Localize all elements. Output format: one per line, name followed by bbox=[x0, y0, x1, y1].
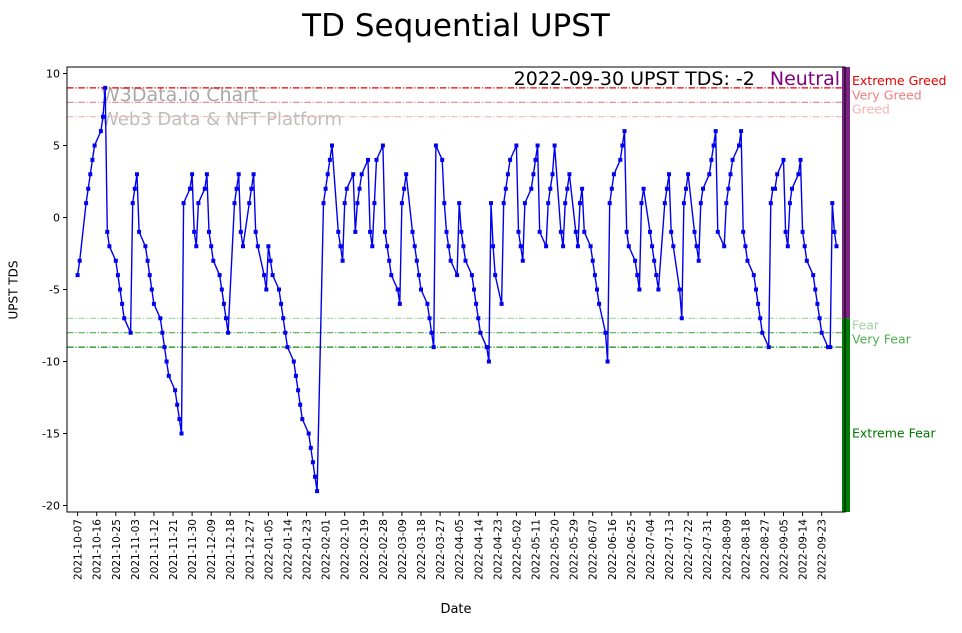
x-tick-label: 2021-11-12 bbox=[149, 519, 161, 580]
x-tick-label: 2022-01-14 bbox=[283, 519, 295, 580]
x-tick-label: 2022-03-18 bbox=[416, 519, 428, 580]
x-tick-label: 2022-01-05 bbox=[263, 519, 275, 580]
x-tick-label: 2022-01-23 bbox=[302, 519, 314, 580]
x-tick-label: 2021-10-25 bbox=[111, 519, 123, 580]
x-tick-label: 2022-03-09 bbox=[397, 519, 409, 580]
x-tick-label: 2022-09-05 bbox=[779, 519, 791, 580]
x-tick-label: 2022-02-28 bbox=[378, 519, 390, 580]
x-tick-label: 2022-05-11 bbox=[531, 519, 543, 580]
watermark-tagline: Web3 Data & NFT Platform bbox=[101, 109, 343, 130]
x-tick-label: 2022-04-23 bbox=[492, 519, 504, 580]
x-tick-label: 2021-11-03 bbox=[130, 519, 142, 580]
x-tick-label: 2021-10-07 bbox=[73, 519, 85, 580]
x-tick-label: 2021-12-27 bbox=[244, 519, 256, 580]
x-tick-label: 2022-07-22 bbox=[683, 519, 695, 580]
plot-border bbox=[66, 66, 846, 513]
x-tick-label: 2021-12-18 bbox=[225, 519, 237, 580]
tds-line bbox=[76, 87, 838, 492]
threshold-label: Extreme Greed bbox=[852, 73, 946, 88]
x-tick-label: 2022-06-25 bbox=[626, 519, 638, 580]
x-tick-label: 2022-07-13 bbox=[664, 519, 676, 580]
y-tick-label: -20 bbox=[42, 500, 60, 513]
y-tick-label: 0 bbox=[53, 212, 60, 225]
x-tick-label: 2022-02-01 bbox=[321, 519, 333, 580]
latest-reading-text: 2022-09-30 UPST TDS: -2 bbox=[513, 68, 755, 90]
sentiment-bar-bottom bbox=[842, 318, 850, 512]
sentiment-status-badge: Neutral bbox=[769, 68, 840, 90]
y-tick-label: -5 bbox=[49, 284, 60, 297]
x-tick-label: 2021-11-30 bbox=[187, 519, 199, 580]
y-tick-label: 5 bbox=[53, 140, 60, 153]
x-tick-label: 2022-08-18 bbox=[740, 519, 752, 580]
x-tick-label: 2022-07-31 bbox=[702, 519, 714, 580]
x-tick-label: 2022-05-29 bbox=[569, 519, 581, 580]
x-axis-label: Date bbox=[440, 602, 472, 617]
y-tick-label: 10 bbox=[46, 68, 60, 81]
x-tick-label: 2022-03-27 bbox=[435, 519, 447, 580]
x-tick-label: 2022-02-19 bbox=[359, 519, 371, 580]
y-tick-label: -15 bbox=[42, 428, 60, 441]
sentiment-bar-top bbox=[842, 67, 850, 319]
x-tick-label: 2022-09-23 bbox=[817, 519, 829, 580]
threshold-label: Fear bbox=[852, 317, 880, 332]
y-tick-label: -10 bbox=[42, 356, 60, 369]
latest-reading: 2022-09-30 UPST TDS: -2 Neutral bbox=[514, 68, 840, 90]
x-tick-label: 2021-12-09 bbox=[206, 519, 218, 580]
extreme-fear-label: Extreme Fear bbox=[852, 426, 936, 441]
x-tick-label: 2022-04-14 bbox=[473, 519, 485, 580]
threshold-label: Greed bbox=[852, 102, 890, 117]
x-tick-label: 2022-08-09 bbox=[721, 519, 733, 580]
x-tick-label: 2022-06-16 bbox=[607, 519, 619, 580]
x-tick-label: 2022-05-20 bbox=[550, 519, 562, 580]
x-tick-label: 2022-02-10 bbox=[340, 519, 352, 580]
chart-title: TD Sequential UPST bbox=[302, 8, 610, 44]
threshold-label: Very Greed bbox=[852, 87, 922, 102]
tds-markers bbox=[75, 85, 839, 494]
x-tick-label: 2022-09-14 bbox=[798, 519, 810, 580]
x-tick-label: 2022-05-02 bbox=[511, 519, 523, 580]
x-tick-label: 2022-07-04 bbox=[645, 519, 657, 580]
watermark-brand: W3Data.io Chart bbox=[101, 84, 259, 106]
x-tick-label: 2021-10-16 bbox=[92, 519, 104, 580]
x-tick-label: 2022-06-07 bbox=[588, 519, 600, 580]
threshold-label: Very Fear bbox=[852, 332, 912, 347]
x-tick-label: 2021-11-21 bbox=[168, 519, 180, 580]
x-tick-label: 2022-08-27 bbox=[759, 519, 771, 580]
x-tick-label: 2022-04-05 bbox=[454, 519, 466, 580]
